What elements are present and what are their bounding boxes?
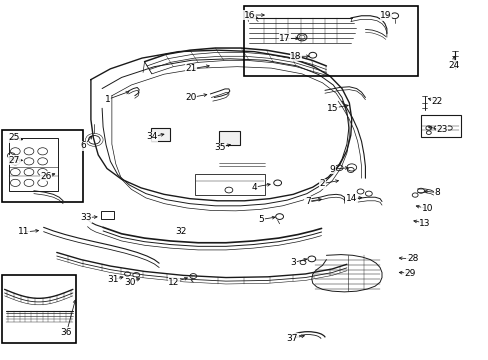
- Text: 15: 15: [326, 104, 337, 113]
- Text: 8: 8: [433, 188, 439, 197]
- Text: 25: 25: [9, 133, 20, 142]
- Bar: [194, 174, 265, 195]
- Bar: [1, 275, 76, 343]
- Bar: [244, 6, 417, 76]
- Text: 11: 11: [19, 228, 30, 237]
- Text: 13: 13: [418, 219, 430, 228]
- Text: 20: 20: [185, 93, 196, 102]
- Text: 24: 24: [447, 61, 459, 70]
- Text: 21: 21: [185, 64, 196, 73]
- Text: 26: 26: [41, 172, 52, 181]
- Text: 14: 14: [346, 194, 357, 203]
- Text: 36: 36: [61, 328, 72, 337]
- Text: 33: 33: [80, 213, 92, 222]
- Text: 37: 37: [286, 334, 297, 343]
- Bar: [151, 128, 170, 141]
- Text: 34: 34: [146, 132, 157, 141]
- Bar: [1, 130, 82, 202]
- Text: 35: 35: [214, 143, 225, 152]
- Text: 22: 22: [430, 96, 442, 105]
- Text: 2: 2: [319, 179, 325, 188]
- Bar: [219, 131, 239, 145]
- Bar: [420, 116, 460, 137]
- Text: 28: 28: [406, 255, 418, 264]
- Text: 12: 12: [168, 278, 179, 287]
- Text: 1: 1: [105, 95, 111, 104]
- Text: 3: 3: [290, 258, 296, 267]
- Text: 5: 5: [258, 215, 264, 224]
- Text: 23: 23: [435, 125, 447, 134]
- Text: 19: 19: [379, 11, 391, 20]
- Text: 27: 27: [9, 156, 20, 165]
- Text: 32: 32: [175, 228, 186, 237]
- Text: 10: 10: [421, 204, 432, 213]
- Bar: [9, 138, 58, 192]
- Text: 29: 29: [404, 269, 415, 278]
- Text: 18: 18: [290, 52, 301, 61]
- Text: 6: 6: [81, 141, 86, 150]
- Text: 7: 7: [305, 197, 310, 206]
- Text: 16: 16: [243, 10, 255, 19]
- Text: 4: 4: [251, 183, 257, 192]
- Text: 17: 17: [279, 34, 290, 43]
- Text: 9: 9: [329, 165, 334, 174]
- Text: 30: 30: [124, 278, 135, 287]
- Text: 31: 31: [107, 275, 119, 284]
- Bar: [101, 211, 114, 219]
